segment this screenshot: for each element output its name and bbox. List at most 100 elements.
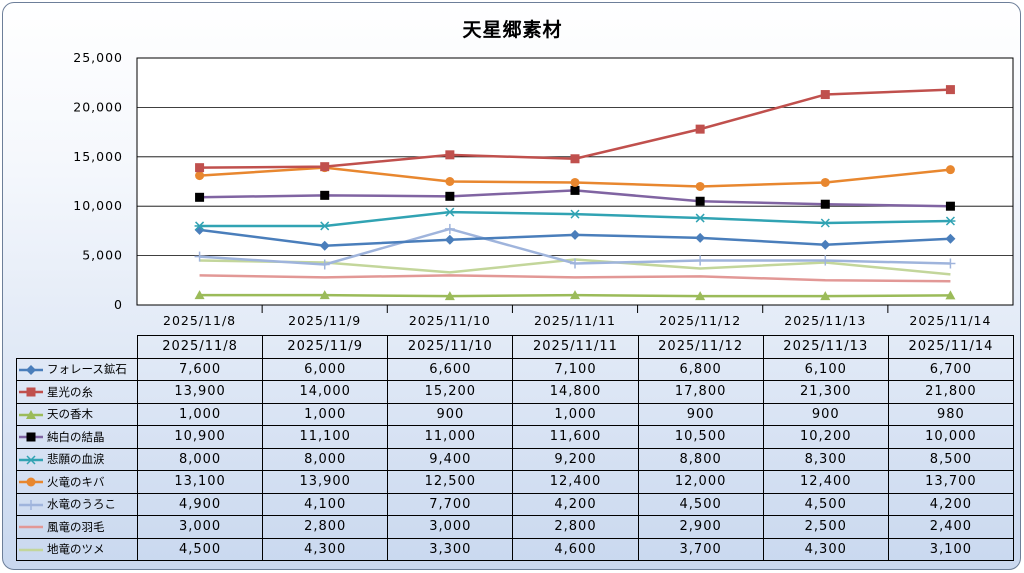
table-cell-value: 9,200 xyxy=(512,447,639,471)
table-cell-value: 10,000 xyxy=(887,425,1014,449)
table-cell-value: 4,600 xyxy=(512,537,639,561)
table-cell-value: 11,000 xyxy=(387,425,514,449)
marker-stroke xyxy=(320,221,330,231)
legend-key-icon xyxy=(19,526,43,529)
series-name: 水竜のうろこ xyxy=(47,497,116,512)
legend-key-icon xyxy=(19,364,43,375)
data-point xyxy=(319,221,330,231)
table-cell-value: 2,800 xyxy=(262,515,389,539)
data-point xyxy=(945,165,955,175)
data-point xyxy=(695,232,706,243)
data-point xyxy=(945,85,955,95)
data-point xyxy=(445,191,455,201)
y-tick-label: 0 xyxy=(114,297,123,312)
legend-key-icon xyxy=(19,432,43,442)
table-cell-value: 3,700 xyxy=(637,537,764,561)
data-point xyxy=(945,290,956,300)
table-cell-value: 4,900 xyxy=(136,492,264,516)
table-cell-value: 10,500 xyxy=(637,425,764,449)
table-cell-value: 900 xyxy=(637,402,764,426)
table-cell-value: 8,000 xyxy=(262,447,389,471)
table-row: フォレース鉱石 7,600 6,000 6,600 7,100 6,800 6,100 6,7… xyxy=(16,357,1014,381)
table-header-date: 2025/11/12 xyxy=(637,335,764,359)
table-cell-value: 1,000 xyxy=(262,402,389,426)
data-point xyxy=(195,192,205,202)
table-cell-value: 10,900 xyxy=(136,425,264,449)
data-point xyxy=(820,218,831,228)
table-cell-value: 21,800 xyxy=(887,380,1014,404)
table-cell-value: 900 xyxy=(762,402,889,426)
marker-stroke xyxy=(570,209,580,219)
table-cell-value: 13,900 xyxy=(136,380,264,404)
data-point xyxy=(695,213,706,223)
y-tick-label: 25,000 xyxy=(73,50,123,65)
y-tick-label: 15,000 xyxy=(73,149,123,164)
table-header-date: 2025/11/9 xyxy=(262,335,389,359)
table-cell-value: 8,300 xyxy=(762,447,889,471)
series-name: 天の香木 xyxy=(47,407,93,422)
data-point xyxy=(320,190,330,200)
y-tick-label: 5,000 xyxy=(82,248,123,263)
table-cell-value: 6,600 xyxy=(387,357,514,381)
table-cell-value: 6,000 xyxy=(262,357,389,381)
table-cell-value: 2,500 xyxy=(762,515,889,539)
data-point xyxy=(570,229,580,240)
table-cell-value: 3,300 xyxy=(387,537,514,561)
data-point xyxy=(695,124,705,134)
x-tick-label: 2025/11/11 xyxy=(534,313,616,328)
chart-title: 天星郷素材 xyxy=(462,19,563,41)
data-point xyxy=(945,258,956,269)
data-point xyxy=(26,455,36,465)
series-name: 純白の結晶 xyxy=(47,429,105,444)
table-cell-value: 4,200 xyxy=(887,492,1014,516)
data-point xyxy=(695,196,705,206)
table-cell-value: 6,700 xyxy=(887,357,1014,381)
table-row: 天の香木 1,000 1,000 900 1,000 900 900 980 xyxy=(16,402,1014,426)
table-row: 星光の糸 13,900 14,000 15,200 14,800 17,800 21,300… xyxy=(16,380,1014,404)
series-legend-key: 風竜の羽毛 xyxy=(16,515,138,539)
table-cell-value: 12,400 xyxy=(512,470,639,494)
table-cell-value: 900 xyxy=(387,402,514,426)
table-cell-value: 21,300 xyxy=(762,380,889,404)
table-cell-value: 3,100 xyxy=(887,537,1014,561)
data-point xyxy=(444,207,455,217)
table-cell-value: 11,100 xyxy=(262,425,389,449)
series-legend-key: 水竜のうろこ xyxy=(16,492,138,516)
data-point xyxy=(570,258,580,269)
data-point xyxy=(319,290,330,300)
series-name: 悲願の血涙 xyxy=(47,452,105,467)
series-name: 星光の糸 xyxy=(47,384,93,399)
series-legend-key: 悲願の血涙 xyxy=(16,447,138,471)
table-corner xyxy=(16,335,138,359)
table-cell-value: 17,800 xyxy=(637,380,764,404)
data-table: 2025/11/8 2025/11/9 2025/11/10 2025/11/11 20… xyxy=(16,335,1014,561)
x-tick-label: 2025/11/10 xyxy=(409,313,491,328)
table-cell-value: 9,400 xyxy=(387,447,514,471)
data-point xyxy=(444,234,455,245)
table-row: 火竜のキバ 13,100 13,900 12,500 12,400 12,000 12,40… xyxy=(16,470,1014,494)
table-cell-value: 7,600 xyxy=(136,357,264,381)
table-cell-value: 4,500 xyxy=(637,492,764,516)
table-cell-value: 6,100 xyxy=(762,357,889,381)
series xyxy=(195,85,955,173)
data-point xyxy=(570,209,580,219)
table-cell-value: 3,000 xyxy=(136,515,264,539)
table-header-date: 2025/11/8 xyxy=(136,335,264,359)
table-cell-value: 14,800 xyxy=(512,380,639,404)
series-name: 地竜のツメ xyxy=(47,542,105,557)
data-point xyxy=(194,290,205,300)
table-header-date: 2025/11/10 xyxy=(387,335,514,359)
table-cell-value: 11,600 xyxy=(512,425,639,449)
x-tick-label: 2025/11/13 xyxy=(784,313,866,328)
marker-stroke xyxy=(195,221,205,231)
data-point xyxy=(945,233,956,244)
data-point xyxy=(444,223,455,234)
data-point xyxy=(26,409,36,419)
legend-key-icon xyxy=(19,387,43,397)
table-cell-value: 12,400 xyxy=(762,470,889,494)
table-cell-value: 1,000 xyxy=(136,402,264,426)
legend-key-icon xyxy=(19,455,43,465)
marker-stroke xyxy=(695,213,705,223)
table-header-date: 2025/11/11 xyxy=(512,335,639,359)
